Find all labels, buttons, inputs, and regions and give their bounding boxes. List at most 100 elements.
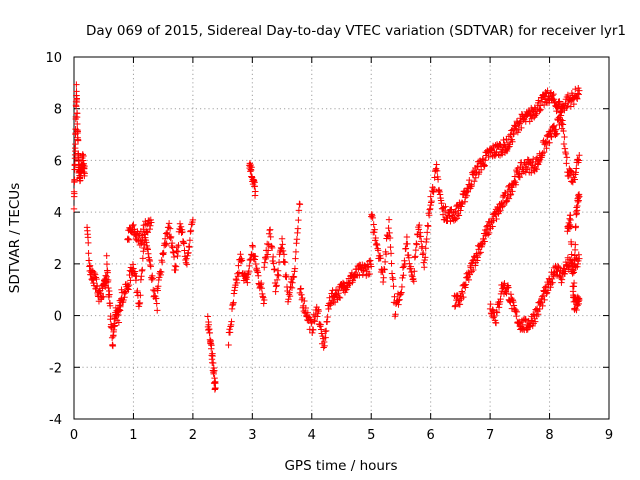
data-point xyxy=(225,341,232,349)
data-point xyxy=(144,229,152,236)
data-point xyxy=(158,258,166,266)
data-point xyxy=(572,223,580,230)
data-point xyxy=(413,241,420,248)
y-tick-label: 10 xyxy=(45,51,62,66)
data-point xyxy=(576,255,583,262)
data-point xyxy=(507,190,515,198)
data-point xyxy=(534,310,542,318)
data-point xyxy=(562,268,569,275)
data-point xyxy=(166,225,174,232)
data-point xyxy=(374,247,382,254)
data-point xyxy=(570,279,578,287)
data-point xyxy=(204,313,211,320)
data-point xyxy=(558,120,565,127)
data-point xyxy=(388,260,395,267)
data-point xyxy=(246,262,253,270)
data-point xyxy=(73,81,80,88)
data-point xyxy=(293,236,301,243)
x-tick-label: 8 xyxy=(545,428,553,443)
data-point xyxy=(139,266,146,274)
data-point xyxy=(183,255,190,262)
data-point xyxy=(149,275,156,282)
data-point xyxy=(462,281,470,288)
data-point xyxy=(564,102,571,110)
data-point xyxy=(279,241,286,248)
data-point xyxy=(570,100,578,108)
data-point xyxy=(563,160,570,167)
data-point xyxy=(497,207,504,214)
y-tick-label: 2 xyxy=(54,258,62,273)
data-point xyxy=(74,128,81,135)
data-point xyxy=(505,284,512,291)
data-point xyxy=(147,222,154,229)
chart-title: Day 069 of 2015, Sidereal Day-to-day VTE… xyxy=(86,23,626,39)
data-point xyxy=(419,243,426,250)
data-point xyxy=(420,249,427,257)
data-point xyxy=(466,176,473,184)
data-point xyxy=(510,130,518,138)
data-point xyxy=(363,268,370,275)
data-point xyxy=(459,289,466,297)
y-tick-label: -4 xyxy=(49,413,62,428)
data-point xyxy=(499,203,506,210)
data-point xyxy=(264,247,272,254)
data-point xyxy=(230,299,237,306)
data-point xyxy=(185,249,192,256)
data-point xyxy=(421,263,428,271)
data-point xyxy=(571,252,579,259)
data-point xyxy=(155,283,162,290)
data-point xyxy=(206,329,213,337)
data-point xyxy=(268,244,276,252)
y-tick-label: 0 xyxy=(54,310,62,325)
data-point xyxy=(73,110,81,117)
data-point xyxy=(234,273,242,280)
data-point xyxy=(335,293,343,301)
x-tick-label: 3 xyxy=(248,428,256,443)
data-point xyxy=(403,233,411,241)
data-point xyxy=(561,133,568,141)
data-point xyxy=(487,300,494,308)
data-point xyxy=(179,228,186,236)
data-point xyxy=(452,216,459,223)
data-point xyxy=(463,192,471,199)
data-point xyxy=(125,236,133,243)
data-point xyxy=(433,161,440,168)
data-point xyxy=(73,98,81,106)
y-tick-label: 8 xyxy=(54,103,62,118)
data-point xyxy=(295,207,303,214)
data-point xyxy=(275,259,283,266)
data-point xyxy=(539,150,546,157)
data-point xyxy=(181,247,188,254)
data-point xyxy=(434,176,442,183)
data-point xyxy=(425,212,433,219)
x-tick-label: 4 xyxy=(308,428,316,443)
data-point xyxy=(233,279,241,287)
x-tick-label: 7 xyxy=(486,428,494,443)
data-point xyxy=(518,124,525,132)
data-point xyxy=(547,280,555,288)
data-point xyxy=(569,270,576,277)
data-point xyxy=(109,342,117,350)
data-point xyxy=(91,271,99,278)
data-point xyxy=(412,246,420,254)
data-point xyxy=(540,148,548,156)
data-point xyxy=(576,193,583,200)
data-point xyxy=(392,311,399,318)
data-point xyxy=(322,327,330,335)
data-point xyxy=(501,280,508,287)
data-point xyxy=(235,262,242,269)
data-point xyxy=(79,151,86,158)
data-point xyxy=(235,269,243,276)
data-point xyxy=(186,237,194,244)
data-point xyxy=(404,240,411,248)
data-point xyxy=(472,174,479,181)
data-point xyxy=(411,268,418,275)
x-tick-label: 5 xyxy=(367,428,375,443)
data-point xyxy=(576,87,583,94)
data-point xyxy=(485,153,492,161)
data-point xyxy=(452,302,459,309)
data-point xyxy=(295,216,302,224)
data-point xyxy=(160,249,167,257)
data-point xyxy=(104,269,111,276)
